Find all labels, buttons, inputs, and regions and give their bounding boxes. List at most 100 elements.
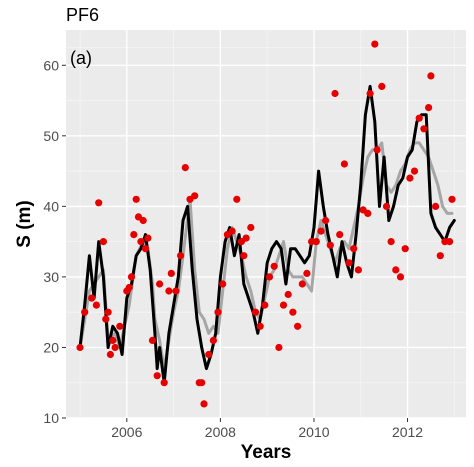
x-axis-title: Years — [241, 442, 292, 463]
observed-point — [209, 336, 217, 344]
plot-title: PF6 — [66, 5, 99, 25]
observed-point — [116, 322, 124, 330]
observed-point — [401, 245, 409, 253]
observed-point — [104, 308, 112, 316]
observed-point — [102, 315, 110, 323]
observed-point — [251, 308, 260, 316]
observed-point — [92, 301, 100, 309]
x-tick-label: 2008 — [205, 424, 236, 440]
x-tick-label: 2006 — [111, 424, 142, 440]
observed-point — [99, 238, 107, 246]
observed-point — [167, 269, 175, 277]
observed-point — [396, 273, 405, 281]
observed-point — [382, 202, 391, 210]
observed-point — [191, 192, 199, 200]
x-tick-label: 2012 — [392, 424, 423, 440]
y-axis-ticks: 10 20 30 40 50 60 — [43, 57, 66, 426]
observed-point — [317, 227, 325, 235]
observed-point — [144, 234, 152, 242]
y-tick-label: 20 — [43, 339, 59, 355]
observed-point — [350, 245, 358, 253]
observed-point — [410, 167, 419, 175]
observed-point — [387, 238, 395, 246]
observed-point — [165, 287, 173, 295]
observed-point — [233, 195, 241, 203]
plot-panel — [66, 30, 466, 418]
observed-point — [240, 252, 248, 260]
observed-point — [177, 252, 185, 260]
observed-point — [270, 262, 278, 270]
y-tick-label: 10 — [43, 410, 59, 426]
observed-point — [109, 336, 117, 344]
observed-point — [340, 160, 348, 168]
observed-point — [156, 280, 164, 288]
observed-point — [256, 322, 264, 330]
observed-point — [265, 273, 274, 281]
observed-point — [415, 114, 423, 122]
x-tick-label: 2010 — [298, 424, 329, 440]
observed-point — [331, 89, 339, 98]
observed-point — [446, 238, 454, 246]
observed-point — [153, 372, 161, 380]
observed-point — [205, 350, 213, 359]
observed-point — [127, 273, 136, 281]
observed-point — [322, 216, 330, 225]
observed-point — [336, 231, 344, 239]
observed-point — [242, 234, 250, 242]
y-tick-label: 50 — [43, 128, 59, 144]
observed-point — [219, 280, 227, 288]
observed-point — [88, 294, 96, 302]
observed-point — [284, 290, 292, 299]
observed-point — [125, 283, 133, 292]
observed-point — [200, 400, 208, 408]
observed-point — [345, 259, 353, 267]
observed-point — [425, 104, 433, 112]
observed-point — [289, 308, 297, 316]
y-tick-label: 30 — [43, 269, 59, 285]
observed-point — [366, 89, 374, 98]
observed-point — [81, 308, 89, 316]
observed-point — [294, 322, 302, 330]
observed-point — [436, 252, 444, 260]
observed-point — [198, 379, 206, 387]
observed-point — [160, 379, 168, 387]
observed-point — [298, 280, 306, 288]
observed-point — [141, 245, 150, 253]
observed-point — [261, 301, 269, 309]
observed-point — [420, 125, 428, 133]
x-axis-ticks: 2006 2008 2010 2012 — [111, 418, 423, 440]
observed-point — [172, 287, 180, 295]
observed-point — [111, 343, 119, 352]
observed-point — [364, 209, 372, 217]
observed-point — [130, 231, 138, 239]
observed-point — [247, 223, 255, 232]
observed-point — [312, 238, 320, 246]
observed-point — [378, 82, 386, 90]
observed-point — [132, 195, 140, 203]
observed-point — [406, 174, 414, 182]
series-layer — [76, 40, 456, 408]
observed-point — [148, 336, 157, 344]
observed-point — [279, 301, 288, 309]
observed-point — [373, 146, 381, 154]
observed-point — [228, 227, 236, 235]
observed-point — [392, 266, 400, 274]
y-tick-label: 60 — [43, 57, 59, 73]
observed-point — [432, 202, 440, 210]
y-axis-title: S (m) — [14, 200, 35, 248]
observed-point — [139, 216, 147, 225]
observed-point — [326, 241, 334, 249]
observed-point — [181, 164, 189, 172]
observed-point — [354, 266, 362, 274]
panel-label: (a) — [70, 48, 92, 68]
observed-point — [303, 269, 311, 277]
observed-point — [448, 195, 456, 203]
observed-point — [95, 199, 103, 207]
minor-gridlines — [66, 30, 466, 418]
observed-point — [371, 40, 379, 48]
observed-point — [427, 72, 435, 80]
y-tick-label: 40 — [43, 198, 59, 214]
observed-point — [76, 343, 84, 352]
